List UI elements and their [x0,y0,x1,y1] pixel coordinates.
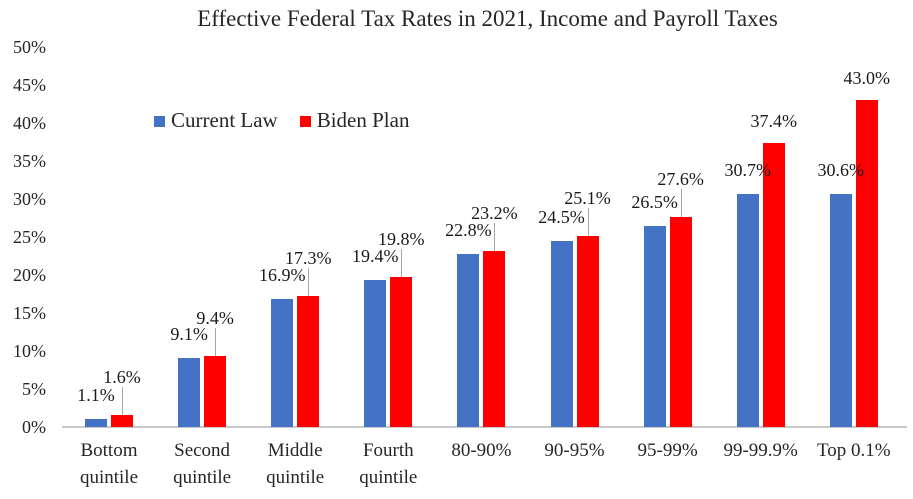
data-label-biden-plan-middle-quintile: 17.3% [284,247,332,268]
x-axis-category-label-95-99: 95-99% [637,440,698,461]
data-label-biden-plan-second-quintile: 9.4% [196,307,234,328]
bar-biden-plan-second-quintile [204,355,227,427]
leader-line-bottom-quintile [122,386,123,415]
legend-label-current-law: Current Law [171,108,278,132]
data-label-biden-plan-90-95: 25.1% [564,188,611,209]
bar-biden-plan-99-99-9 [762,142,785,427]
data-label-current-law-90-95: 24.5% [538,206,585,227]
data-label-current-law-fourth-quintile: 19.4% [352,245,399,266]
data-label-biden-plan-top-0-1: 43.0% [843,68,891,89]
bar-current-law-fourth-quintile [364,279,387,427]
x-axis-category-label-second-quintile: Second quintile [173,440,232,488]
y-axis-tick-label: 10% [13,341,46,361]
bar-biden-plan-top-0-1 [855,100,878,427]
x-axis-category-label-fourth-quintile: Fourth quintile [359,440,418,488]
bar-biden-plan-80-90 [483,250,506,427]
data-label-biden-plan-bottom-quintile: 1.6% [103,366,141,387]
bar-current-law-80-90 [457,253,480,427]
bar-current-law-95-99 [643,225,666,427]
x-axis-category-label-90-95: 90-95% [544,440,605,461]
y-axis-tick-label: 0% [22,417,46,437]
x-axis-category-label-top-0-1: Top 0.1% [816,440,891,461]
y-axis-tick-label: 20% [13,265,46,285]
leader-line-95-99 [680,189,682,218]
data-label-biden-plan-99-99-9: 37.4% [750,110,797,131]
bar-biden-plan-middle-quintile [297,295,320,427]
y-axis-tick-label: 35% [13,151,46,171]
data-label-current-law-second-quintile: 9.1% [170,323,208,344]
legend-swatch-current-law [154,116,165,127]
x-axis-line [62,426,907,428]
bar-current-law-second-quintile [178,357,201,427]
y-axis-tick-label: 50% [13,37,46,57]
legend-swatch-biden-plan [299,116,311,127]
bar-current-law-99-99-9 [736,193,759,427]
bar-biden-plan-90-95 [576,236,599,427]
data-label-current-law-95-99: 26.5% [631,191,678,212]
bar-biden-plan-fourth-quintile [390,276,413,427]
y-axis-tick-label: 45% [13,75,46,95]
data-label-biden-plan-80-90: 23.2% [471,202,518,223]
legend-label-biden-plan: Biden Plan [316,108,410,132]
data-label-current-law-80-90: 22.8% [445,219,492,240]
y-axis-tick-label: 30% [13,189,46,209]
x-axis-category-label-99-99-9: 99-99.9% [723,440,798,461]
leader-line-second-quintile [215,327,217,356]
y-axis-tick-label: 40% [13,113,46,133]
leader-line-90-95 [587,208,589,237]
bar-current-law-bottom-quintile [85,418,107,427]
bar-current-law-middle-quintile [271,298,294,427]
bar-current-law-90-95 [550,240,573,427]
chart-title: Effective Federal Tax Rates in 2021, Inc… [197,6,778,31]
y-axis-tick-label: 5% [22,379,46,399]
legend: Current Law Biden Plan [154,108,409,133]
x-axis-category-label-bottom-quintile: Bottom quintile [79,440,139,488]
leader-line-fourth-quintile [401,248,403,277]
legend-item-current-law: Current Law [154,108,278,133]
data-label-biden-plan-95-99: 27.6% [657,169,704,190]
data-label-current-law-bottom-quintile: 1.1% [77,384,115,405]
data-label-biden-plan-fourth-quintile: 19.8% [378,228,425,249]
bar-biden-plan-95-99 [669,217,692,427]
bar-biden-plan-bottom-quintile [111,414,133,427]
data-label-current-law-middle-quintile: 16.9% [258,264,306,285]
bar-current-law-top-0-1 [829,194,852,427]
y-axis-tick-label: 25% [13,227,46,247]
y-axis-tick-label: 15% [13,303,46,323]
x-axis-category-label-middle-quintile: Middle quintile [266,440,325,488]
legend-item-biden-plan: Biden Plan [299,108,410,133]
x-axis-category-label-80-90: 80-90% [451,440,512,461]
data-label-current-law-99-99-9: 30.7% [724,159,771,180]
data-label-current-law-top-0-1: 30.6% [817,160,865,181]
leader-line-middle-quintile [308,267,310,296]
leader-line-80-90 [494,222,496,251]
